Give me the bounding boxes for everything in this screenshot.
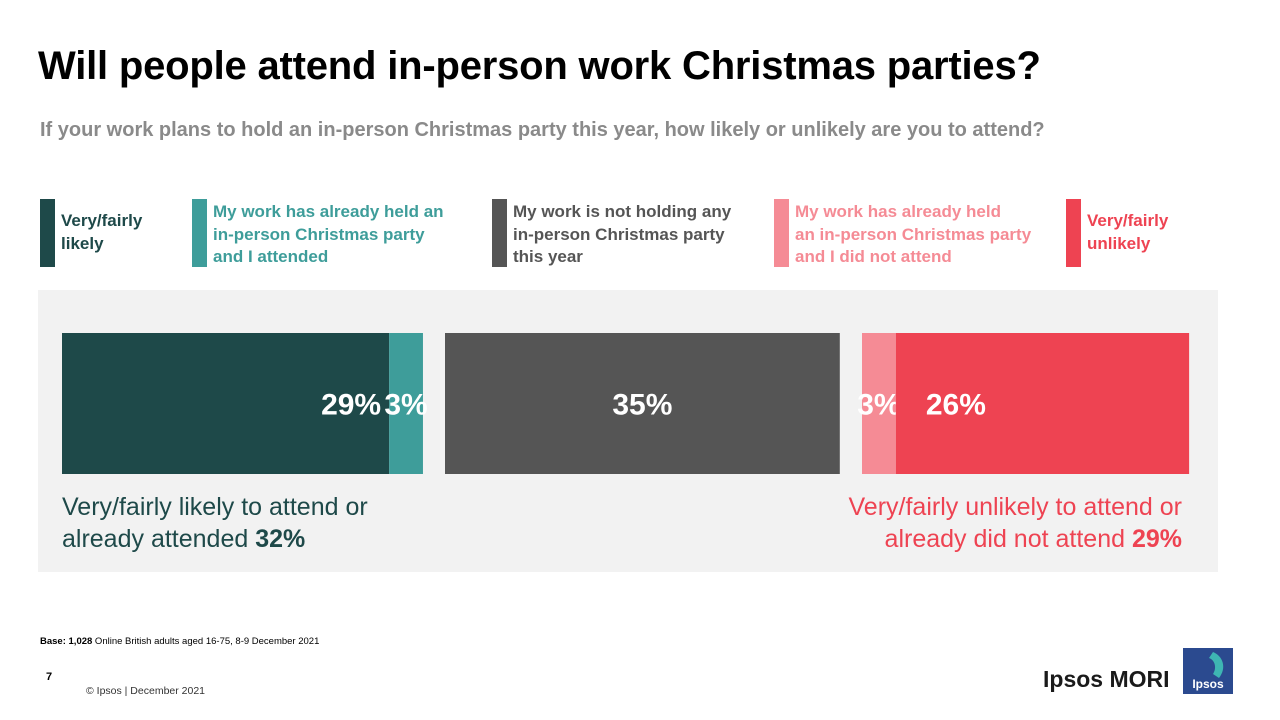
bar-value-label: 3% bbox=[857, 389, 900, 422]
legend-swatch bbox=[774, 199, 789, 267]
legend-label: My work has already held an in-person Chr… bbox=[213, 202, 444, 266]
legend-label: My work has already held an in-person Chr… bbox=[795, 202, 1032, 266]
copyright: © Ipsos | December 2021 bbox=[86, 685, 206, 697]
legend-label: My work is not holding any in-person Chri… bbox=[513, 202, 732, 266]
brand-name: Ipsos MORI bbox=[1043, 666, 1170, 692]
summary-unlikely-line1: Very/fairly unlikely to attend or bbox=[848, 493, 1183, 521]
summary-likely-line1: Very/fairly likely to attend or bbox=[62, 493, 368, 521]
bar-value-label: 3% bbox=[384, 389, 427, 422]
base-label: Base: bbox=[40, 636, 66, 647]
summary-likely-value: 32% bbox=[255, 525, 306, 553]
bar-segment bbox=[862, 333, 896, 474]
summary-likely: Very/fairly likely to attend or already … bbox=[62, 491, 442, 555]
legend-swatch bbox=[192, 199, 207, 267]
bar-segment bbox=[445, 333, 840, 474]
summary-unlikely-value: 29% bbox=[1131, 525, 1182, 553]
page-title: Will people attend in-person work Christ… bbox=[38, 44, 1041, 88]
legend-swatch bbox=[40, 199, 55, 267]
bar-segment bbox=[62, 333, 390, 474]
base-note: Base: 1,028 Online British adults aged 1… bbox=[40, 636, 319, 647]
question-subtitle: If your work plans to hold an in-person … bbox=[40, 119, 1045, 141]
ipsos-logo-icon: Ipsos bbox=[1183, 648, 1233, 694]
bar-value-label: 35% bbox=[612, 389, 672, 422]
summary-unlikely-line2: already did not attend bbox=[884, 525, 1132, 553]
bar-segment bbox=[389, 333, 423, 474]
page-number: 7 bbox=[46, 671, 53, 683]
legend-label: Very/fairly likely bbox=[61, 211, 143, 253]
base-count: 1,028 bbox=[68, 636, 93, 647]
summary-likely-line2: already attended bbox=[62, 525, 256, 553]
legend-swatch bbox=[492, 199, 507, 267]
bar-value-label: 26% bbox=[926, 389, 986, 422]
bar-segment bbox=[895, 333, 1190, 474]
bar-value-label: 29% bbox=[321, 389, 381, 422]
svg-text:Ipsos: Ipsos bbox=[1192, 677, 1224, 691]
summary-unlikely: Very/fairly unlikely to attend or alread… bbox=[762, 491, 1183, 555]
legend-swatch bbox=[1066, 199, 1081, 267]
legend-label: Very/fairly unlikely bbox=[1087, 211, 1169, 253]
base-text: Online British adults aged 16-75, 8-9 De… bbox=[92, 636, 320, 647]
